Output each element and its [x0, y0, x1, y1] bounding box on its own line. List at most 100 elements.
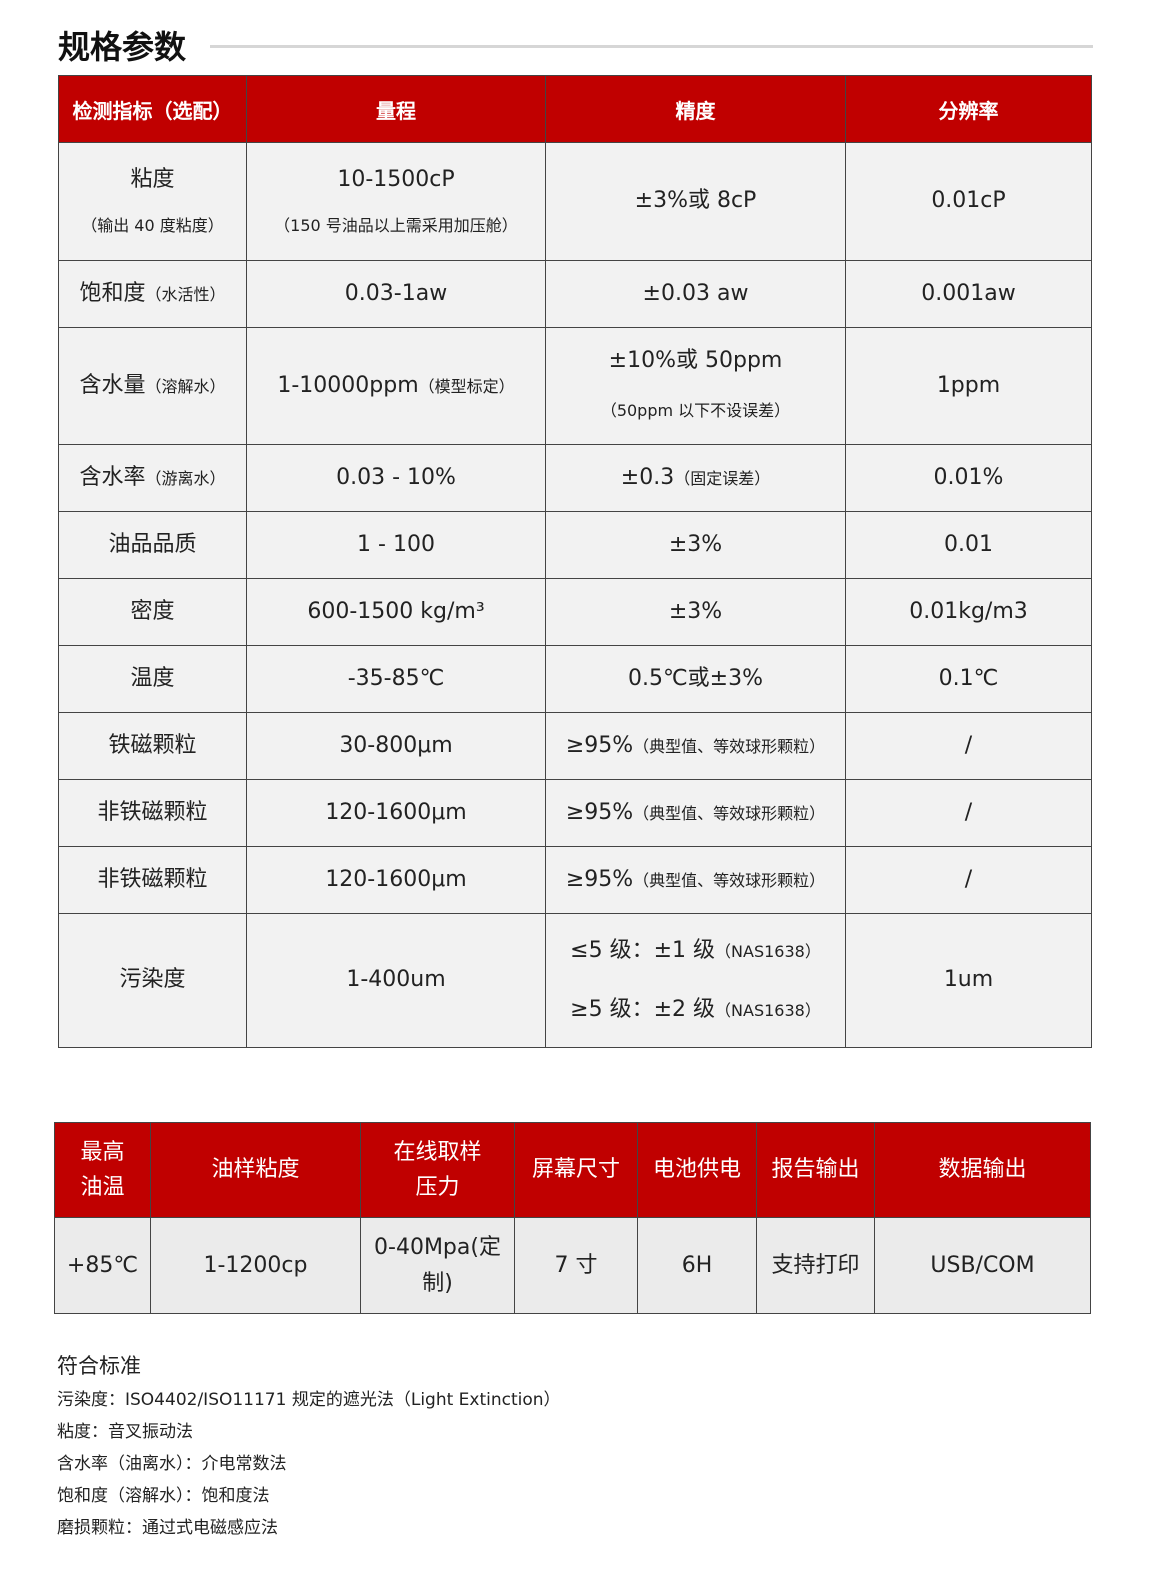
resolution-value: / — [964, 732, 973, 758]
indicator-name: 密度 — [130, 598, 175, 624]
accuracy-value: ±3% — [668, 598, 723, 624]
resolution-cell: 1ppm — [845, 327, 1092, 445]
column-header: 精度 — [545, 75, 846, 143]
accuracy-note: （50ppm 以下不设误差） — [600, 401, 791, 420]
table-row: 温度 -35-85℃ 0.5℃或±3% 0.1℃ — [58, 645, 1092, 713]
indicator-cell: 粘度 （输出 40 度粘度） — [58, 142, 247, 261]
indicator-name: 温度 — [130, 665, 175, 691]
resolution-cell: 0.001aw — [845, 260, 1092, 328]
accuracy-value: ±0.3 — [620, 464, 675, 490]
range-cell: 1 - 100 — [246, 511, 546, 579]
column-header: 检测指标（选配） — [58, 75, 247, 143]
table-row: 非铁磁颗粒 120-1600μm ≥95%（典型值、等效球形颗粒） / — [58, 779, 1092, 847]
accuracy-note: （固定误差） — [674, 468, 771, 488]
accuracy-note: （典型值、等效球形颗粒） — [633, 870, 826, 890]
accuracy-value: ≤5 级：±1 级 — [570, 937, 716, 963]
indicator-cell: 密度 — [58, 578, 247, 646]
summary-cell: USB/COM — [874, 1217, 1091, 1314]
indicator-note: （水活性） — [145, 284, 226, 304]
accuracy-cell: ±3% — [545, 511, 846, 579]
resolution-cell: 0.01kg/m3 — [845, 578, 1092, 646]
range-value: 10-1500cP — [337, 166, 455, 192]
range-value: 120-1600μm — [325, 866, 467, 892]
range-value: 120-1600μm — [325, 799, 467, 825]
accuracy-value: ≥5 级：±2 级 — [570, 996, 716, 1022]
accuracy-note: （典型值、等效球形颗粒） — [633, 736, 826, 756]
resolution-value: 0.01kg/m3 — [909, 598, 1028, 624]
range-value: 1-10000ppm — [277, 372, 419, 398]
resolution-value: 0.001aw — [921, 280, 1016, 306]
standard-item: 含水率（油离水）：介电常数法 — [57, 1454, 287, 1474]
resolution-cell: / — [845, 712, 1092, 780]
indicator-cell: 非铁磁颗粒 — [58, 779, 247, 847]
summary-row: +85℃ 1-1200cp 0-40Mpa(定 制) 7 寸 6H 支持打印 USB/COM — [54, 1217, 1091, 1314]
indicator-cell: 含水率（游离水） — [58, 444, 247, 512]
indicator-name: 饱和度 — [79, 280, 146, 306]
indicator-cell: 温度 — [58, 645, 247, 713]
table-row: 铁磁颗粒 30-800μm ≥95%（典型值、等效球形颗粒） / — [58, 712, 1092, 780]
resolution-cell: 0.1℃ — [845, 645, 1092, 713]
range-value: -35-85℃ — [347, 665, 445, 691]
range-value: 0.03 - 10% — [336, 464, 456, 490]
table-row: 污染度 1-400um ≤5 级：±1 级（NAS1638） ≥5 级：±2 级（NA… — [58, 913, 1092, 1048]
indicator-cell: 非铁磁颗粒 — [58, 846, 247, 914]
accuracy-note: （NAS1638） — [715, 1000, 821, 1020]
summary-cell: 支持打印 — [756, 1217, 875, 1314]
resolution-value: 1ppm — [936, 372, 1001, 398]
column-header: 量程 — [246, 75, 546, 143]
resolution-value: / — [964, 866, 973, 892]
indicator-note: （溶解水） — [145, 376, 226, 396]
indicator-name: 油品品质 — [108, 531, 197, 557]
range-cell: 0.03 - 10% — [246, 444, 546, 512]
indicator-cell: 饱和度（水活性） — [58, 260, 247, 328]
accuracy-cell: ≥95%（典型值、等效球形颗粒） — [545, 712, 846, 780]
accuracy-line: ≤5 级：±1 级（NAS1638） — [546, 937, 845, 966]
range-cell: 1-400um — [246, 913, 546, 1048]
range-cell: -35-85℃ — [246, 645, 546, 713]
accuracy-note: （NAS1638） — [715, 941, 821, 961]
resolution-cell: / — [845, 846, 1092, 914]
summary-cell: 0-40Mpa(定 制) — [360, 1217, 515, 1314]
range-note: （150 号油品以上需采用加压舱） — [274, 216, 518, 236]
column-header: 油样粘度 — [150, 1122, 361, 1218]
table-row: 密度 600-1500 kg/m³ ±3% 0.01kg/m3 — [58, 578, 1092, 646]
table-row: 饱和度（水活性） 0.03-1aw ±0.03 aw 0.001aw — [58, 260, 1092, 328]
range-value: 1 - 100 — [357, 531, 435, 557]
indicator-name: 含水量 — [79, 372, 146, 398]
standard-item: 污染度：ISO4402/ISO11171 规定的遮光法（Light Extinc… — [57, 1390, 561, 1410]
standard-item: 饱和度（溶解水）：饱和度法 — [57, 1486, 270, 1506]
accuracy-value: ±3%或 8cP — [634, 188, 757, 214]
accuracy-cell: ≥95%（典型值、等效球形颗粒） — [545, 846, 846, 914]
table-row: 非铁磁颗粒 120-1600μm ≥95%（典型值、等效球形颗粒） / — [58, 846, 1092, 914]
spec-table: 检测指标（选配） 量程 精度 分辨率 粘度 （输出 40 度粘度） 10-1500cP （1… — [58, 75, 1092, 1048]
resolution-cell: 0.01 — [845, 511, 1092, 579]
resolution-value: 0.01 — [944, 531, 993, 557]
title-divider — [210, 45, 1093, 48]
accuracy-cell: ±0.03 aw — [545, 260, 846, 328]
accuracy-cell: ±0.3（固定误差） — [545, 444, 846, 512]
summary-cell: 6H — [637, 1217, 757, 1314]
indicator-name: 粘度 — [130, 166, 175, 192]
accuracy-cell: ±3% — [545, 578, 846, 646]
table-row: 含水量（溶解水） 1-10000ppm（模型标定） ±10%或 50ppm （50pp… — [58, 327, 1092, 445]
range-cell: 0.03-1aw — [246, 260, 546, 328]
accuracy-value: ±10%或 50ppm — [608, 348, 783, 374]
standards-section: 符合标准 污染度：ISO4402/ISO11171 规定的遮光法（Light E… — [57, 1350, 561, 1544]
column-header: 电池供电 — [637, 1122, 757, 1218]
range-cell: 120-1600μm — [246, 846, 546, 914]
indicator-name: 非铁磁颗粒 — [97, 799, 208, 825]
indicator-note: （输出 40 度粘度） — [81, 216, 224, 236]
resolution-value: / — [964, 799, 973, 825]
range-cell: 600-1500 kg/m³ — [246, 578, 546, 646]
page-title: 规格参数 — [58, 28, 187, 66]
column-header: 最高 油温 — [54, 1122, 151, 1218]
range-cell: 10-1500cP （150 号油品以上需采用加压舱） — [246, 142, 546, 261]
accuracy-value: ±3% — [668, 531, 723, 557]
accuracy-line: ≥5 级：±2 级（NAS1638） — [546, 996, 845, 1025]
indicator-cell: 含水量（溶解水） — [58, 327, 247, 445]
accuracy-note: （典型值、等效球形颗粒） — [633, 803, 826, 823]
standard-item: 磨损颗粒：通过式电磁感应法 — [57, 1518, 278, 1538]
indicator-name: 非铁磁颗粒 — [97, 866, 208, 892]
resolution-cell: 1um — [845, 913, 1092, 1048]
accuracy-cell: ±10%或 50ppm （50ppm 以下不设误差） — [545, 327, 846, 445]
